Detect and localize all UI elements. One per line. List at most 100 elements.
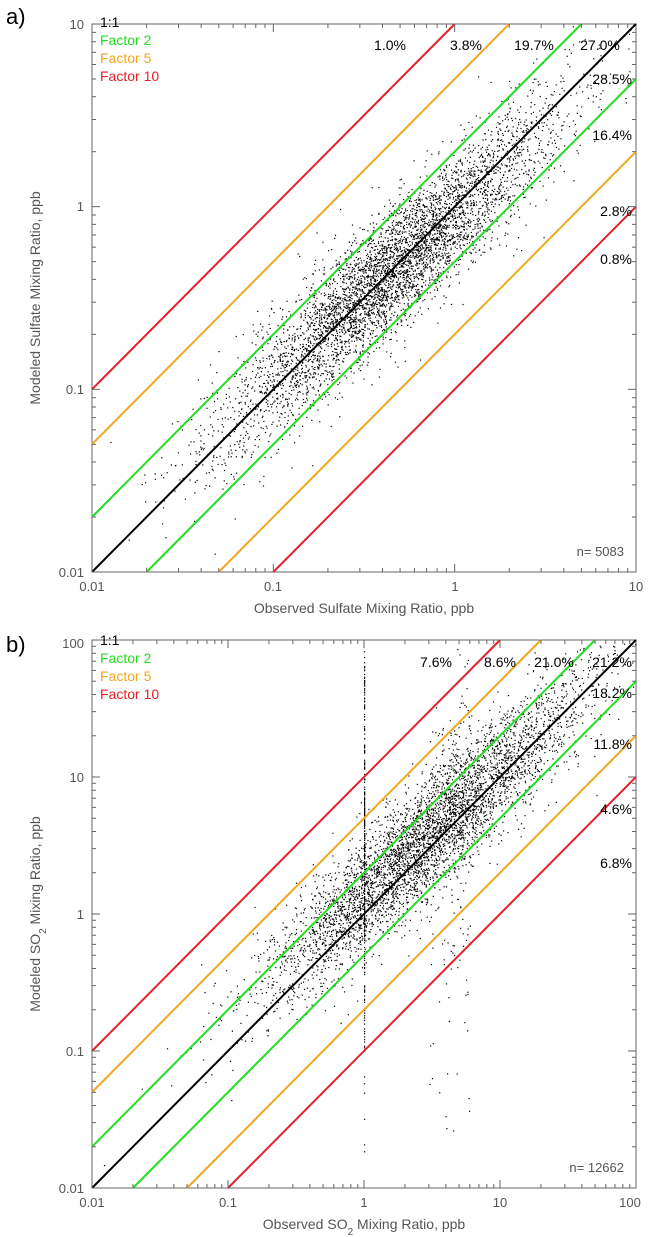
data-point: [478, 208, 480, 210]
data-point: [491, 220, 493, 222]
data-point: [437, 322, 439, 324]
data-point: [292, 354, 294, 356]
data-point: [453, 218, 455, 220]
data-point: [309, 346, 311, 348]
data-point: [321, 319, 323, 321]
data-point: [377, 295, 379, 297]
data-point: [362, 308, 364, 310]
data-point: [200, 398, 202, 400]
data-point: [483, 215, 485, 217]
data-point: [462, 251, 464, 253]
data-point: [414, 209, 416, 211]
data-point: [417, 199, 420, 201]
data-point: [496, 199, 498, 201]
data-point: [401, 324, 403, 327]
data-point: [439, 223, 441, 225]
data-point: [422, 247, 424, 249]
data-point: [390, 274, 392, 276]
data-point: [205, 485, 207, 487]
data-point: [439, 213, 441, 215]
data-point: [390, 304, 392, 306]
data-point: [277, 372, 279, 374]
data-point: [216, 372, 218, 374]
data-point: [418, 293, 420, 295]
data-point: [334, 339, 336, 342]
data-point: [370, 310, 372, 312]
data-point: [314, 339, 316, 341]
data-point: [264, 431, 267, 434]
data-point: [375, 223, 378, 225]
data-point: [355, 311, 357, 313]
data-point: [400, 225, 402, 227]
data-point: [443, 243, 445, 245]
data-point: [445, 196, 448, 198]
data-point: [309, 340, 311, 342]
data-point: [418, 233, 420, 235]
data-point: [296, 357, 298, 359]
data-point: [445, 247, 447, 249]
data-point: [415, 238, 417, 240]
data-point: [320, 383, 322, 385]
data-point: [452, 215, 454, 217]
data-point: [322, 332, 324, 335]
data-point: [498, 191, 500, 193]
data-point: [324, 370, 326, 372]
data-point: [300, 372, 302, 374]
data-point: [262, 349, 264, 351]
data-point: [307, 360, 309, 362]
data-point: [405, 257, 407, 259]
data-point: [253, 330, 255, 332]
data-point: [486, 199, 489, 201]
data-point: [382, 258, 384, 260]
data-point: [435, 215, 437, 217]
data-point: [353, 278, 355, 280]
data-point: [300, 356, 302, 358]
data-point: [563, 90, 565, 92]
data-point: [469, 161, 471, 164]
data-point: [375, 257, 377, 260]
data-point: [422, 258, 424, 260]
data-point: [365, 249, 367, 252]
data-point: [459, 186, 461, 188]
data-point: [509, 170, 511, 172]
data-point: [271, 363, 273, 365]
data-point: [292, 414, 294, 417]
data-point: [481, 205, 483, 207]
data-point: [506, 125, 508, 127]
data-point: [339, 335, 341, 337]
data-point: [301, 346, 304, 348]
data-point: [439, 233, 441, 235]
data-point: [590, 87, 592, 89]
data-point: [354, 318, 356, 320]
data-point: [145, 482, 147, 484]
data-point: [380, 257, 382, 259]
data-point: [430, 269, 433, 271]
data-point: [430, 267, 432, 269]
data-point: [351, 336, 353, 338]
data-point: [449, 239, 451, 241]
data-point: [354, 309, 356, 311]
data-point: [299, 255, 301, 257]
data-point: [455, 263, 457, 266]
data-point: [245, 377, 247, 379]
data-point: [322, 355, 324, 357]
data-point: [304, 372, 306, 374]
data-point: [363, 361, 365, 363]
data-point: [279, 356, 281, 358]
data-point: [384, 264, 387, 266]
data-point: [358, 304, 360, 306]
data-point: [336, 352, 338, 354]
data-point: [435, 196, 437, 198]
data-point: [401, 255, 404, 257]
data-point: [332, 314, 334, 316]
data-point: [343, 282, 345, 284]
data-point: [263, 475, 265, 477]
data-point: [442, 256, 444, 259]
data-point: [368, 240, 370, 242]
data-point: [336, 354, 338, 356]
data-point: [374, 284, 376, 286]
data-point: [501, 100, 503, 102]
data-point: [415, 201, 417, 204]
data-point: [291, 467, 293, 469]
data-point: [356, 321, 358, 323]
